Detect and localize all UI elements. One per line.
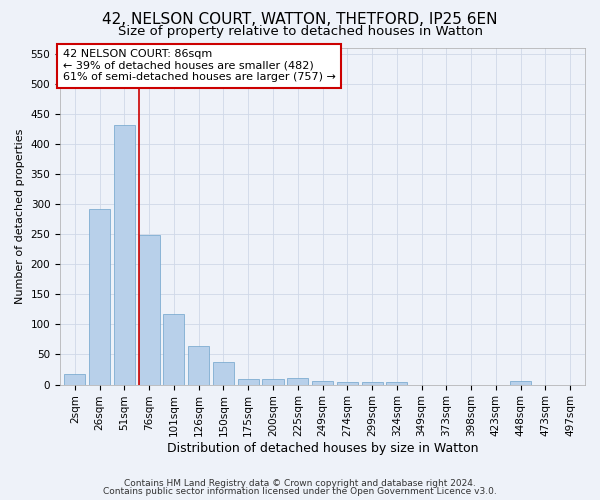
Bar	[386, 382, 407, 384]
Bar	[64, 374, 85, 384]
Bar	[510, 381, 531, 384]
Text: 42, NELSON COURT, WATTON, THETFORD, IP25 6EN: 42, NELSON COURT, WATTON, THETFORD, IP25…	[102, 12, 498, 28]
Bar	[362, 382, 383, 384]
Bar	[213, 362, 234, 384]
Text: Contains HM Land Registry data © Crown copyright and database right 2024.: Contains HM Land Registry data © Crown c…	[124, 478, 476, 488]
Bar	[114, 124, 135, 384]
X-axis label: Distribution of detached houses by size in Watton: Distribution of detached houses by size …	[167, 442, 478, 455]
Text: Size of property relative to detached houses in Watton: Size of property relative to detached ho…	[118, 25, 482, 38]
Bar	[287, 378, 308, 384]
Bar	[337, 382, 358, 384]
Bar	[163, 314, 184, 384]
Bar	[188, 346, 209, 385]
Bar	[89, 210, 110, 384]
Text: 42 NELSON COURT: 86sqm
← 39% of detached houses are smaller (482)
61% of semi-de: 42 NELSON COURT: 86sqm ← 39% of detached…	[62, 49, 335, 82]
Bar	[238, 378, 259, 384]
Bar	[139, 236, 160, 384]
Bar	[262, 378, 284, 384]
Bar	[312, 381, 333, 384]
Y-axis label: Number of detached properties: Number of detached properties	[15, 128, 25, 304]
Text: Contains public sector information licensed under the Open Government Licence v3: Contains public sector information licen…	[103, 487, 497, 496]
